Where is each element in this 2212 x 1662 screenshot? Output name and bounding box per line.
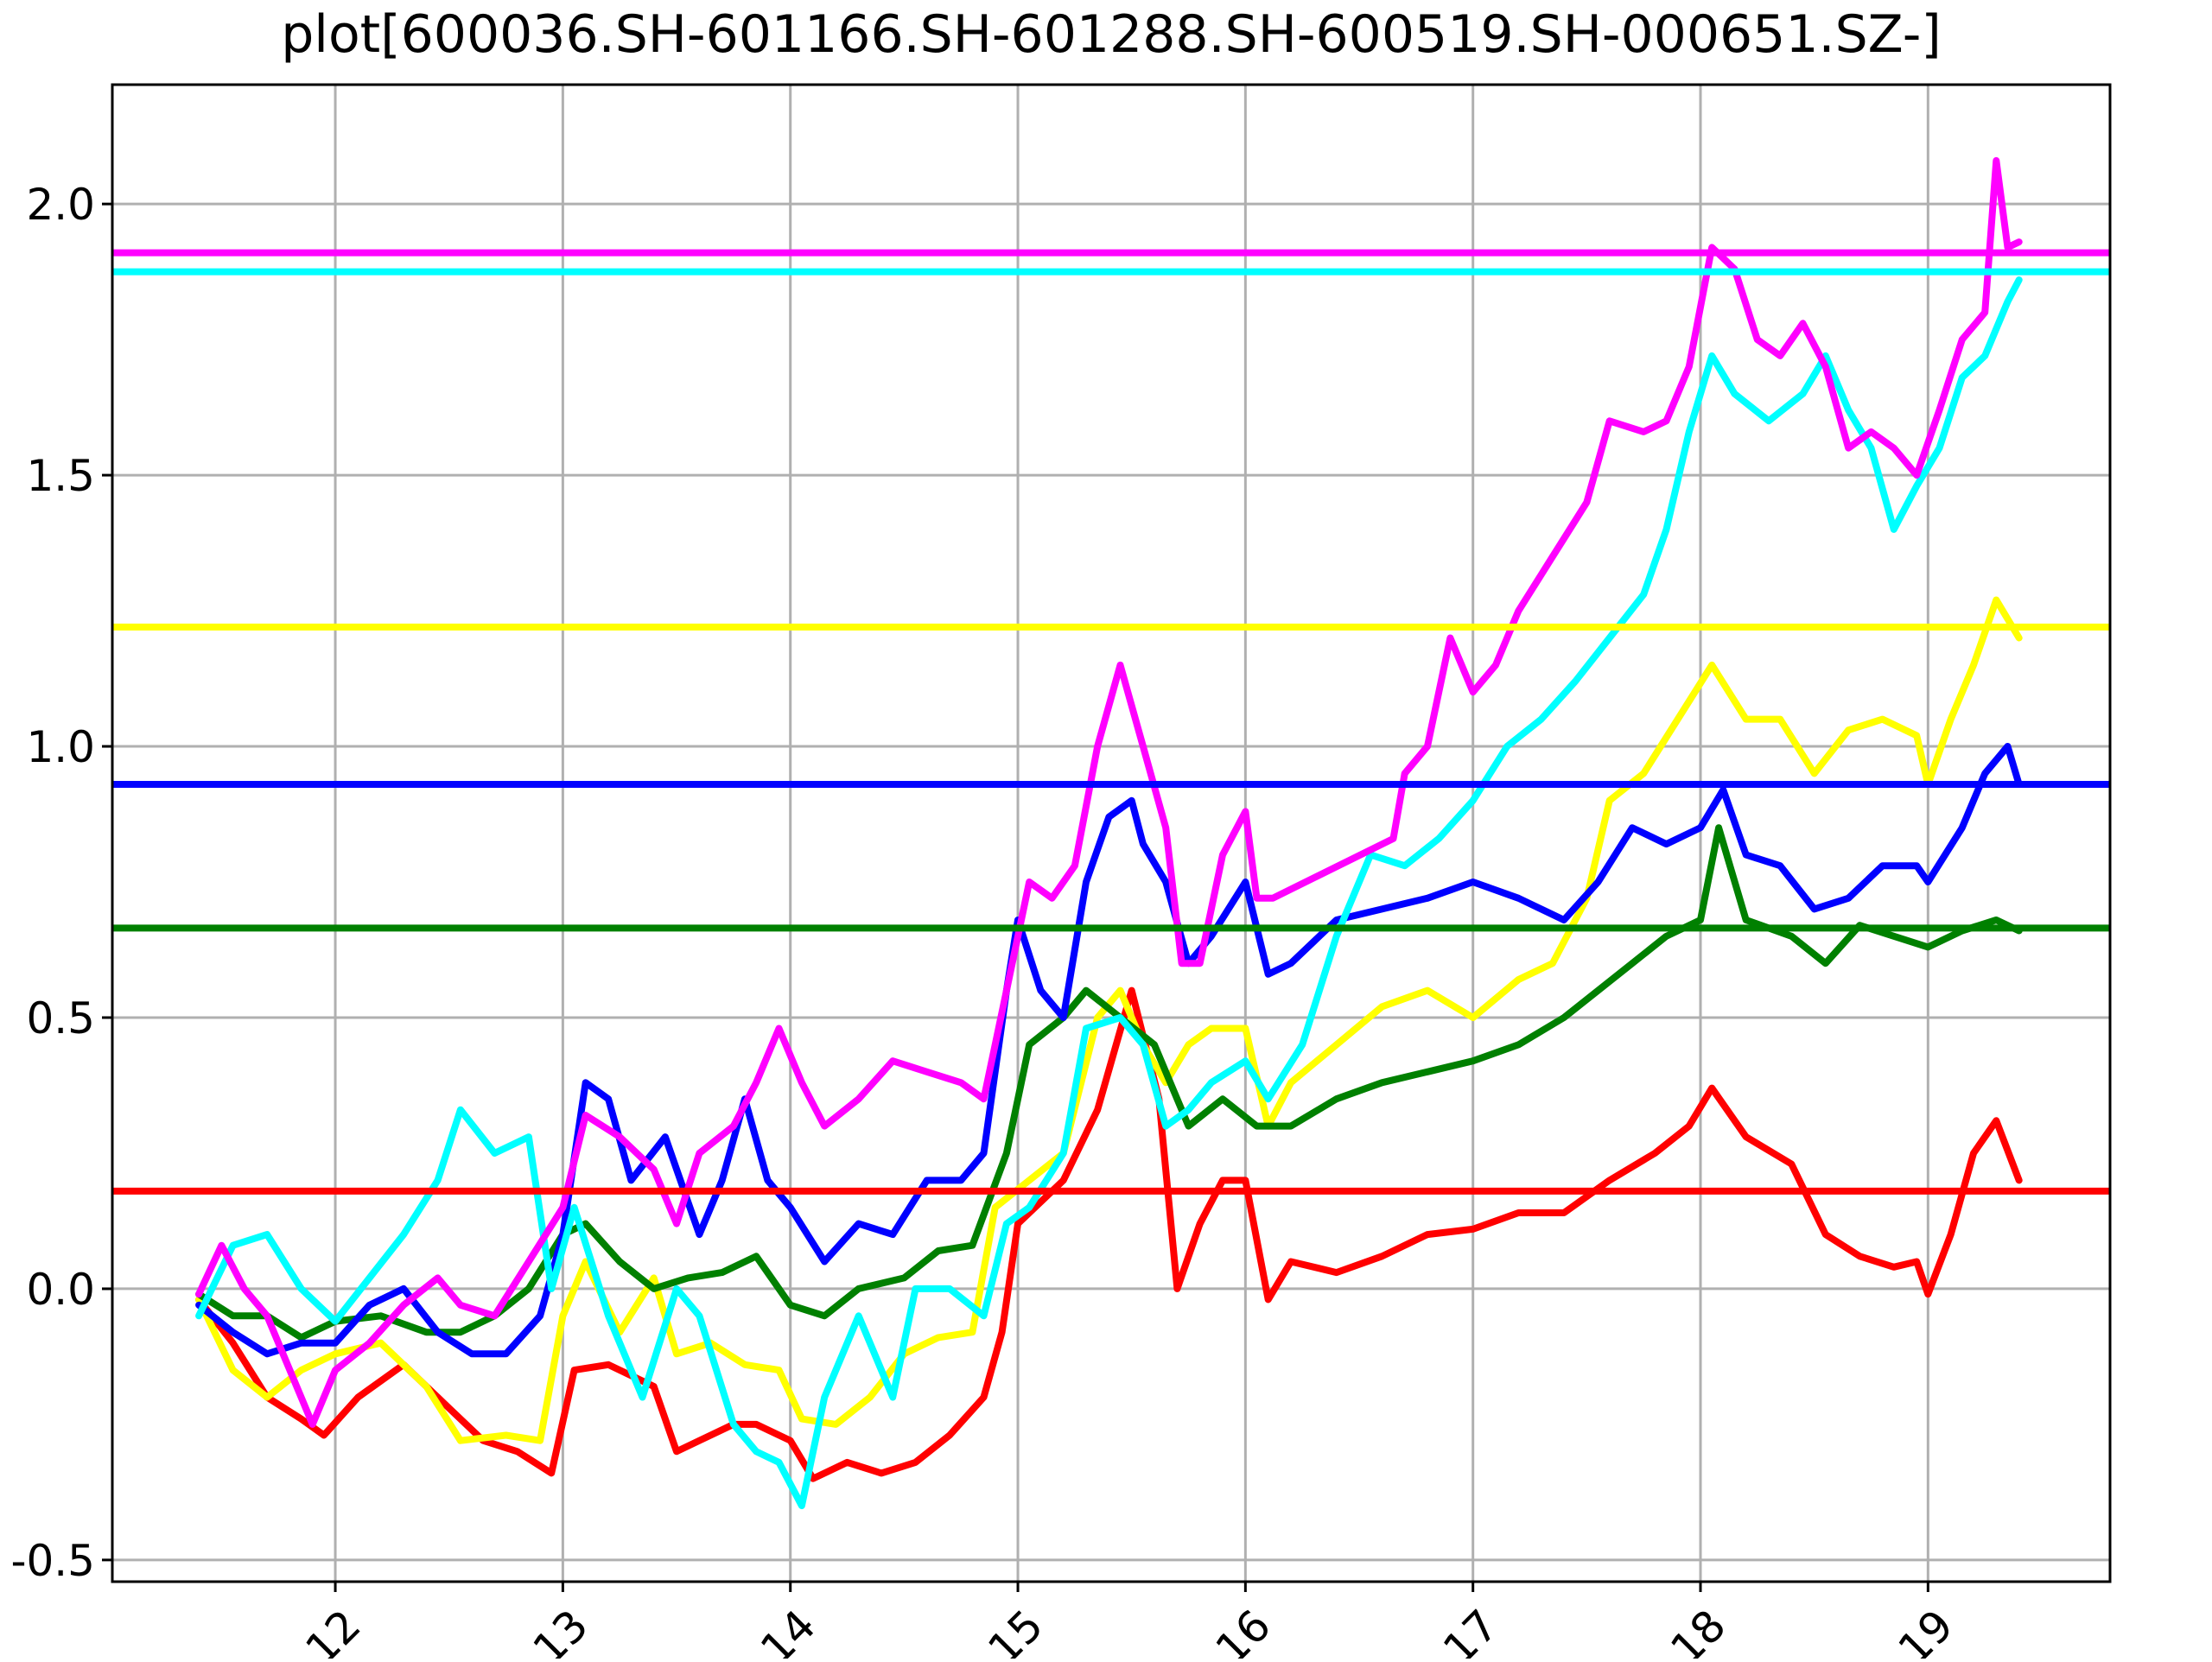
y-tick-label: 0.0 [26, 1265, 95, 1315]
y-tick-label: -0.5 [10, 1536, 95, 1586]
series-line-0 [195, 986, 2023, 1482]
y-tick-label: 0.5 [26, 993, 95, 1044]
x-tick-label: 17 [1433, 1600, 1508, 1659]
series-line-4 [195, 276, 2023, 1510]
x-tick-label: 15 [979, 1600, 1053, 1659]
x-axis: 12 13 14 15 16 17 18 19 [296, 1582, 1963, 1662]
series-line-5 [195, 156, 2023, 1428]
x-tick-label: 13 [524, 1600, 598, 1659]
x-tick-label: 18 [1662, 1600, 1736, 1659]
series-line-1 [195, 596, 2023, 1444]
grid-layer [112, 85, 2110, 1582]
reference-lines [112, 249, 2110, 1195]
x-tick-label: 14 [751, 1600, 825, 1659]
plot-area [112, 156, 2110, 1510]
x-tick-label: 16 [1206, 1600, 1281, 1659]
y-tick-label: 1.0 [26, 722, 95, 772]
x-tick-label: 12 [296, 1600, 371, 1659]
series-layer [195, 156, 2023, 1510]
axes-frame [111, 83, 2112, 1583]
x-tick-label: 19 [1889, 1600, 1963, 1659]
y-tick-label: 1.5 [26, 451, 95, 501]
y-tick-label: 2.0 [26, 180, 95, 230]
series-line-2 [195, 824, 2023, 1342]
series-line-3 [195, 743, 2023, 1358]
y-axis: -0.5 0.0 0.5 1.0 1.5 2.0 [10, 180, 112, 1586]
chart-title: plot[600036.SH-601166.SH-601288.SH-60051… [281, 4, 1942, 65]
